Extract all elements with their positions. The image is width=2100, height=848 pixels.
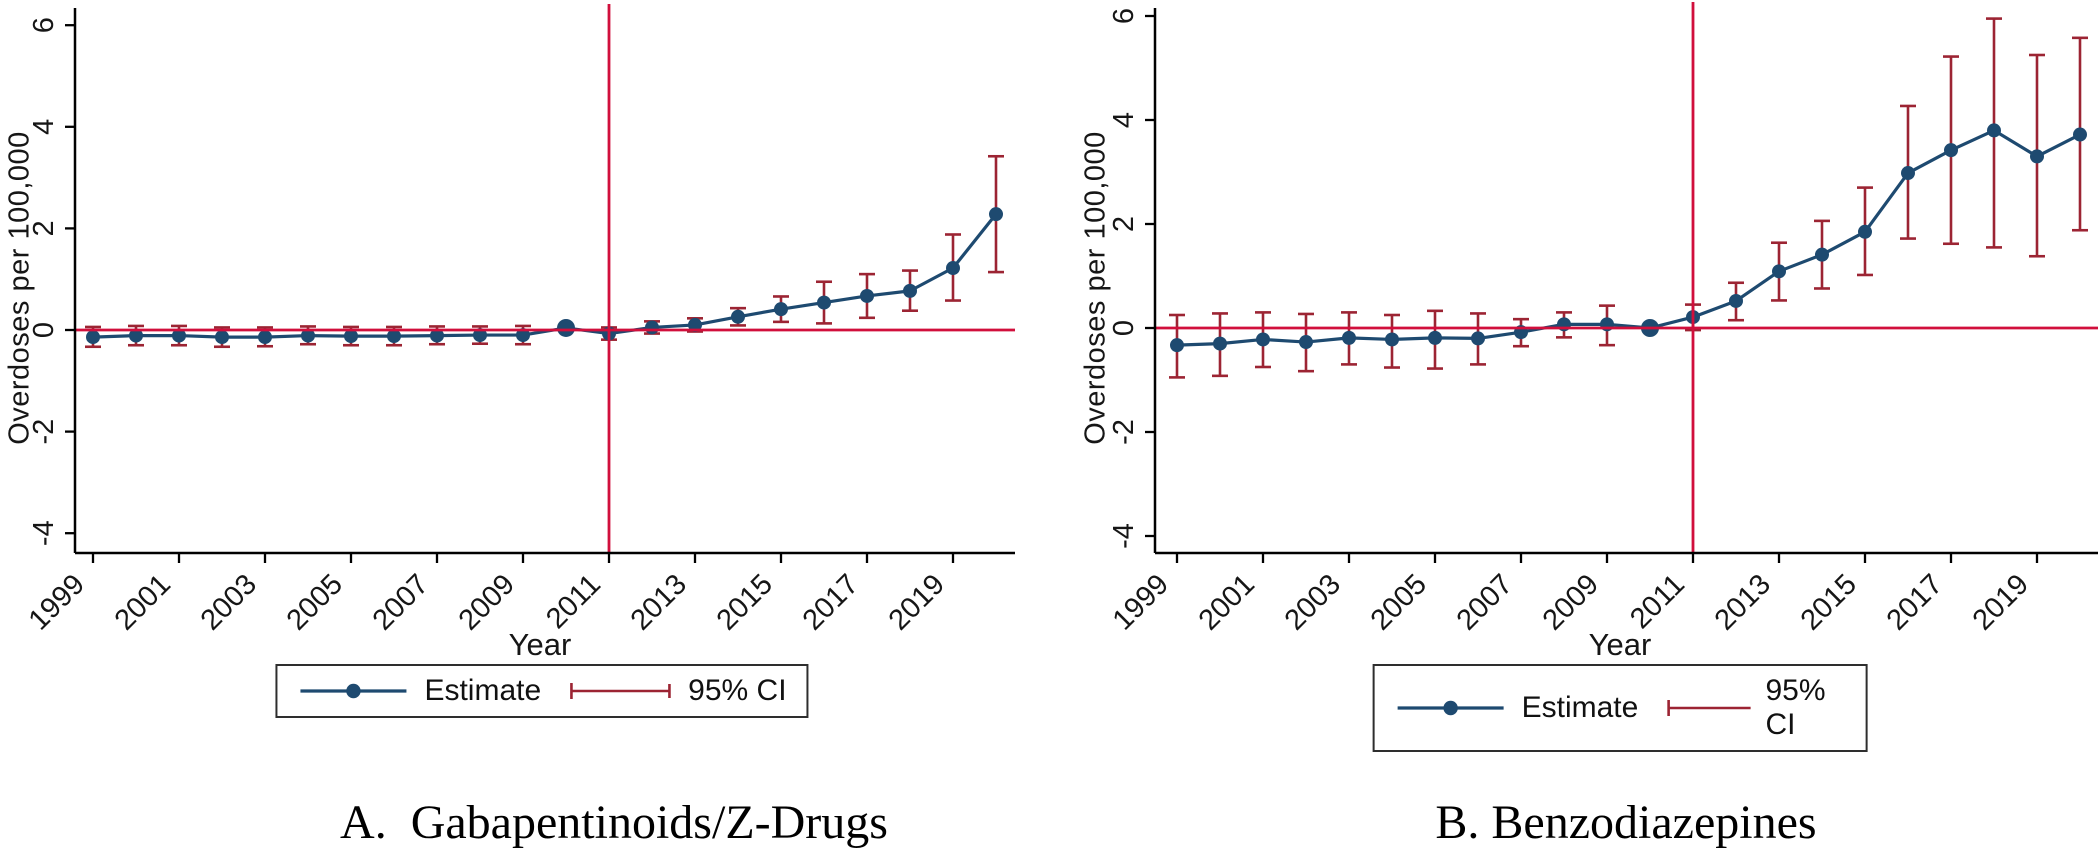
- x-axis-title-panel-b: Year: [1588, 627, 1652, 662]
- svg-text:2001: 2001: [109, 568, 177, 636]
- svg-text:6: 6: [28, 17, 60, 33]
- legend-label-ci: 95% CI: [1765, 674, 1826, 741]
- legend-item-estimate: Estimate: [297, 674, 541, 708]
- y-axis-title-panel-b: Overdoses per 100,000: [1079, 131, 1112, 445]
- svg-text:2013: 2013: [625, 568, 693, 636]
- svg-text:4: 4: [1108, 112, 1140, 128]
- svg-text:2005: 2005: [1365, 568, 1433, 636]
- legend-item-estimate: Estimate: [1395, 691, 1639, 725]
- svg-text:2013: 2013: [1709, 568, 1777, 636]
- svg-text:2003: 2003: [1279, 568, 1347, 636]
- ci-errorbar-icon: [569, 683, 671, 699]
- svg-text:2015: 2015: [1795, 568, 1863, 636]
- legend-label-estimate: Estimate: [424, 674, 542, 707]
- svg-text:1999: 1999: [1107, 568, 1175, 636]
- estimate-line-icon: [1397, 700, 1504, 716]
- svg-text:2017: 2017: [797, 568, 865, 636]
- svg-text:2001: 2001: [1193, 568, 1261, 636]
- svg-text:1999: 1999: [23, 568, 91, 636]
- svg-text:6: 6: [1108, 8, 1140, 24]
- x-axis-title-panel-a: Year: [508, 627, 572, 662]
- svg-text:2: 2: [28, 220, 60, 236]
- legend-item-ci: 95% CI: [567, 674, 787, 708]
- legend-item-ci: 95% CI: [1664, 674, 1845, 742]
- svg-text:2011: 2011: [540, 568, 607, 635]
- legend-panel-a: Estimate 95% CI: [275, 664, 809, 718]
- svg-text:2: 2: [1108, 216, 1140, 232]
- legend-label-estimate: Estimate: [1521, 691, 1639, 724]
- ci-errorbar-icon: [1667, 700, 1751, 716]
- panel-a-caption: A. Gabapentinoids/Z-Drugs: [340, 796, 888, 848]
- svg-text:2011: 2011: [1624, 568, 1691, 635]
- svg-text:-2: -2: [1108, 419, 1140, 445]
- svg-text:2017: 2017: [1881, 568, 1949, 636]
- svg-text:2007: 2007: [1451, 568, 1519, 636]
- legend-label-ci: 95% CI: [688, 674, 787, 707]
- svg-text:2019: 2019: [1967, 568, 2035, 636]
- svg-text:-4: -4: [1108, 523, 1140, 549]
- svg-text:2019: 2019: [883, 568, 951, 636]
- legend-panel-b: Estimate 95% CI: [1372, 664, 1868, 752]
- svg-text:-2: -2: [28, 419, 60, 445]
- panel-b-caption: B. Benzodiazepines: [1435, 796, 1817, 848]
- svg-text:0: 0: [28, 322, 60, 338]
- estimate-line-icon: [300, 683, 407, 699]
- y-axis-title-panel-a: Overdoses per 100,000: [3, 131, 36, 445]
- svg-text:0: 0: [1108, 320, 1140, 336]
- svg-text:-4: -4: [28, 520, 60, 546]
- svg-text:4: 4: [28, 119, 60, 135]
- svg-text:2005: 2005: [281, 568, 349, 636]
- svg-text:2015: 2015: [711, 568, 779, 636]
- svg-text:2007: 2007: [367, 568, 435, 636]
- svg-text:2003: 2003: [195, 568, 263, 636]
